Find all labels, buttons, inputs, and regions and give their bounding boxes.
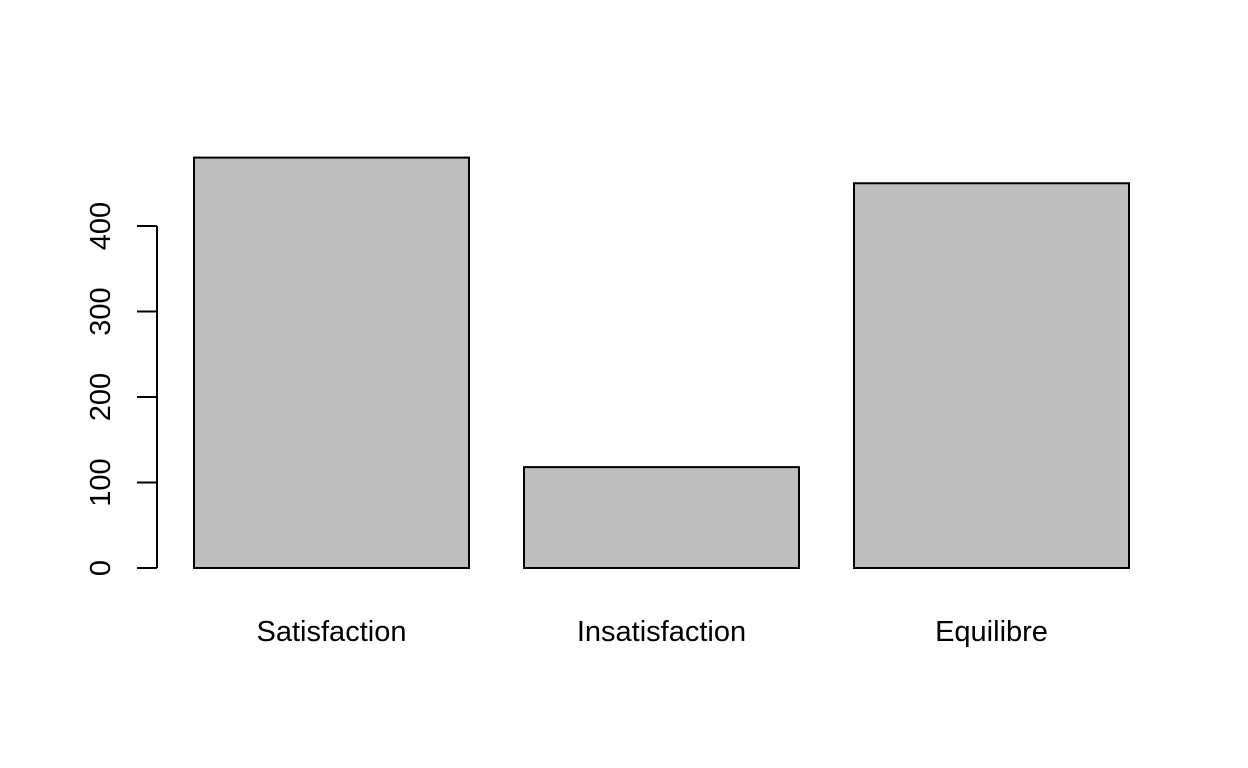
y-tick-label: 100 — [85, 458, 117, 506]
x-category-label: Equilibre — [935, 616, 1048, 648]
y-tick-label: 0 — [85, 560, 117, 576]
y-tick-label: 300 — [85, 287, 117, 335]
bar-satisfaction — [193, 156, 470, 569]
y-axis: 0 100 200 300 400 — [85, 202, 158, 576]
y-tick-label: 400 — [85, 202, 117, 250]
y-tick-label: 200 — [85, 373, 117, 421]
x-axis-labels: Satisfaction Insatisfaction Equilibre — [257, 616, 1048, 648]
bar-insatisfaction — [523, 466, 800, 569]
bars-layer — [193, 156, 1130, 569]
x-category-label: Satisfaction — [257, 616, 407, 648]
x-category-label: Insatisfaction — [577, 616, 746, 648]
bar-equilibre — [853, 182, 1130, 569]
